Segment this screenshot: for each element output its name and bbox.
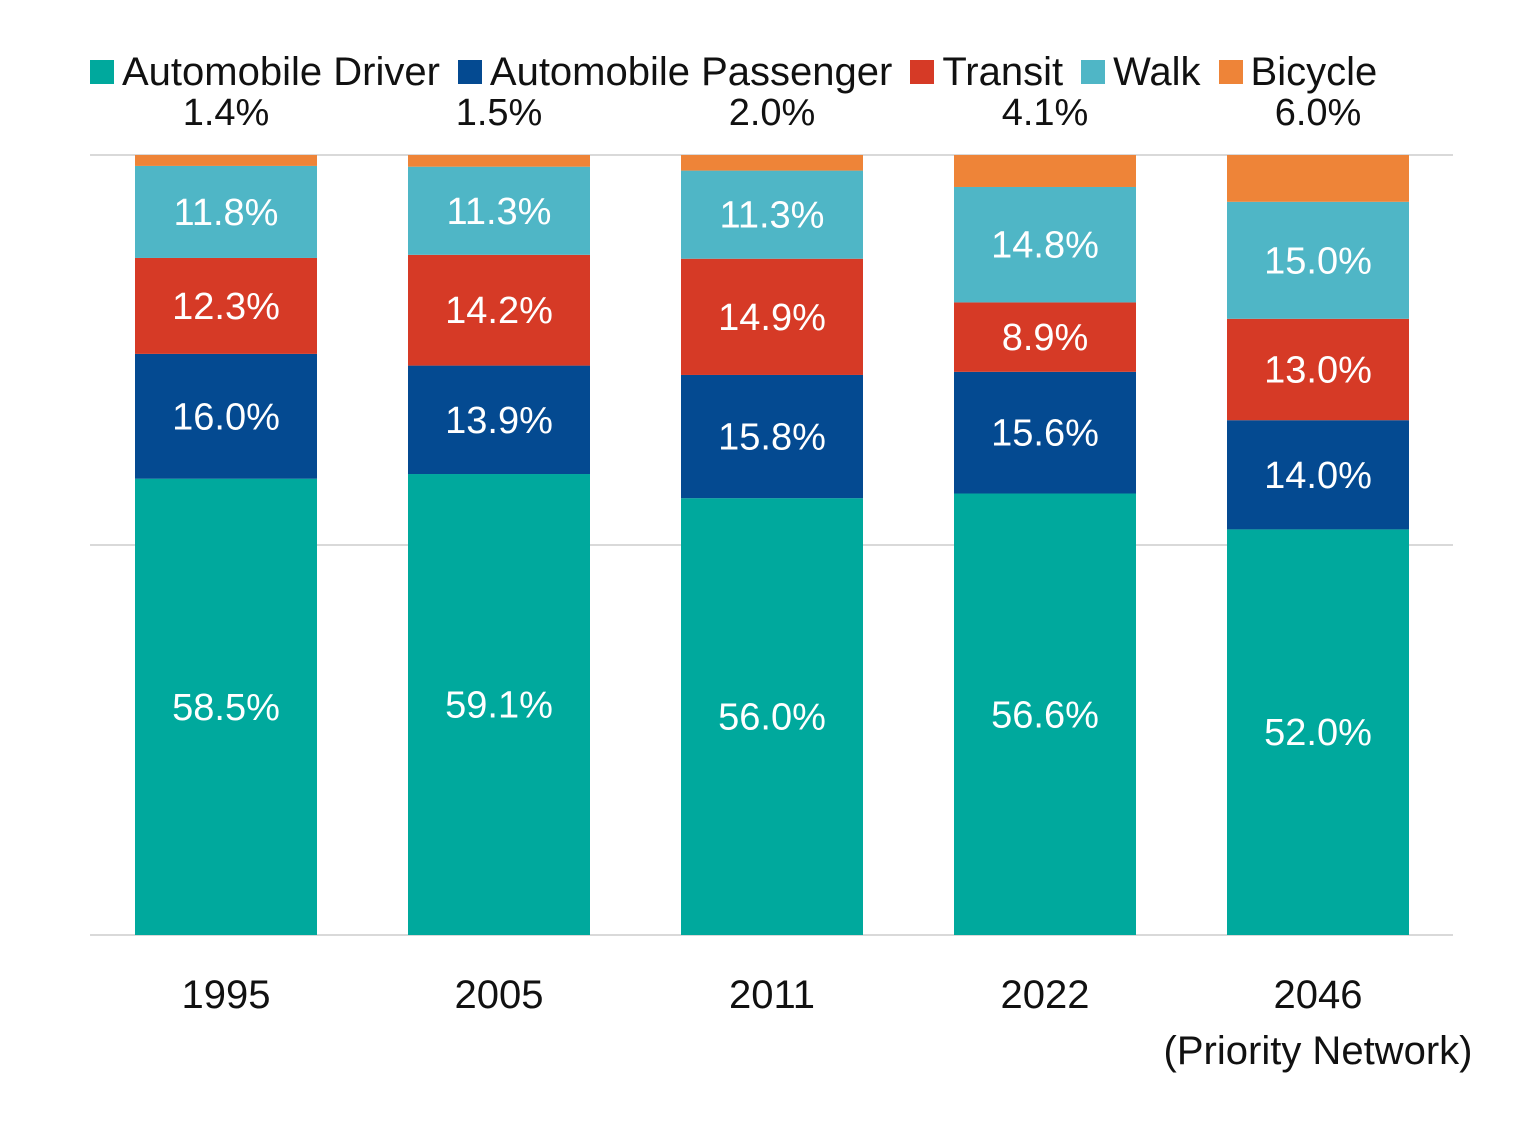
bar-segment-automobile-passenger-2005 [408,365,590,475]
bar-segment-bicycle-2005 [408,155,590,167]
x-tick-label: 2022 [1001,973,1090,1017]
legend-label: Automobile Driver [122,50,440,94]
bar-segment-transit-2022 [954,302,1136,372]
bar-segment-bicycle-2046 [1227,155,1409,202]
legend-swatch [910,60,935,84]
data-label: 13.9% [445,400,553,442]
bar-segment-transit-2011 [681,258,863,375]
data-label: 56.6% [991,694,1099,736]
legend-label: Automobile Passenger [489,50,893,94]
bar-segment-automobile-driver-2005 [408,474,590,935]
data-label: 1.5% [456,92,543,134]
legend-swatch [1218,60,1243,84]
data-label: 56.0% [718,697,826,739]
data-label: 11.3% [720,195,825,237]
x-tick-label: 2011 [729,973,815,1017]
data-label: 15.8% [718,417,826,459]
legend-item-walk: Walk [1081,50,1201,94]
legend-item-transit: Transit [910,52,1063,92]
data-label: 13.0% [1264,350,1372,392]
bar-segment-walk-2046 [1227,201,1409,319]
bar-segment-automobile-passenger-2011 [681,374,863,499]
data-label: 12.3% [172,286,280,328]
bar-segment-automobile-driver-2011 [681,498,863,935]
data-label: 52.0% [1264,712,1372,754]
data-label: 14.9% [718,297,826,339]
bar-segment-automobile-driver-1995 [135,478,317,935]
bar-segment-walk-2011 [681,170,863,259]
bar-segment-automobile-driver-2046 [1227,529,1409,935]
data-label: 8.9% [1002,317,1089,359]
legend-swatch [1081,60,1106,84]
data-label: 11.8% [174,192,279,234]
legend-swatch [90,60,114,84]
legend-label: Transit [942,50,1064,94]
data-label: 14.0% [1264,455,1372,497]
bar-segment-bicycle-2022 [954,155,1136,187]
data-label: 59.1% [445,685,553,727]
data-label: 16.0% [172,396,280,438]
bar-segment-transit-1995 [135,257,317,354]
bar-segment-automobile-passenger-2022 [954,371,1136,494]
bar-segment-transit-2005 [408,254,590,366]
data-label: 15.6% [991,413,1099,455]
x-tick-sublabel: (Priority Network) [1164,1029,1473,1073]
legend-swatch [457,60,482,84]
bar-segment-automobile-passenger-2046 [1227,420,1409,530]
legend-label: Walk [1113,50,1201,94]
data-label: 2.0% [729,92,816,134]
data-label: 1.4% [183,92,270,134]
bar-segment-transit-2046 [1227,318,1409,421]
chart-legend: Automobile Driver Automobile Passenger Tra… [90,42,1377,102]
data-label: 14.8% [991,225,1099,267]
bar-segment-walk-2022 [954,186,1136,303]
bar-segment-bicycle-1995 [135,155,317,166]
x-tick-label: 2046 [1274,973,1363,1017]
bar-segment-walk-2005 [408,166,590,255]
legend-item-bicycle: Bicycle [1218,50,1378,94]
x-tick-label: 2005 [455,973,544,1017]
bar-segment-walk-1995 [135,165,317,258]
bar-segment-automobile-driver-2022 [954,493,1136,935]
legend-item-automobile-driver: Automobile Driver [90,52,440,92]
legend-label: Bicycle [1250,50,1378,94]
bar-segment-automobile-passenger-1995 [135,353,317,479]
data-label: 6.0% [1275,92,1362,134]
x-tick-label: 1995 [182,973,271,1017]
bar-segment-bicycle-2011 [681,155,863,171]
data-label: 15.0% [1264,240,1372,282]
data-label: 58.5% [172,687,280,729]
legend-item-automobile-passenger: Automobile Passenger [457,50,893,94]
data-label: 14.2% [445,290,553,332]
data-label: 4.1% [1002,92,1089,134]
data-label: 11.3% [447,191,552,233]
